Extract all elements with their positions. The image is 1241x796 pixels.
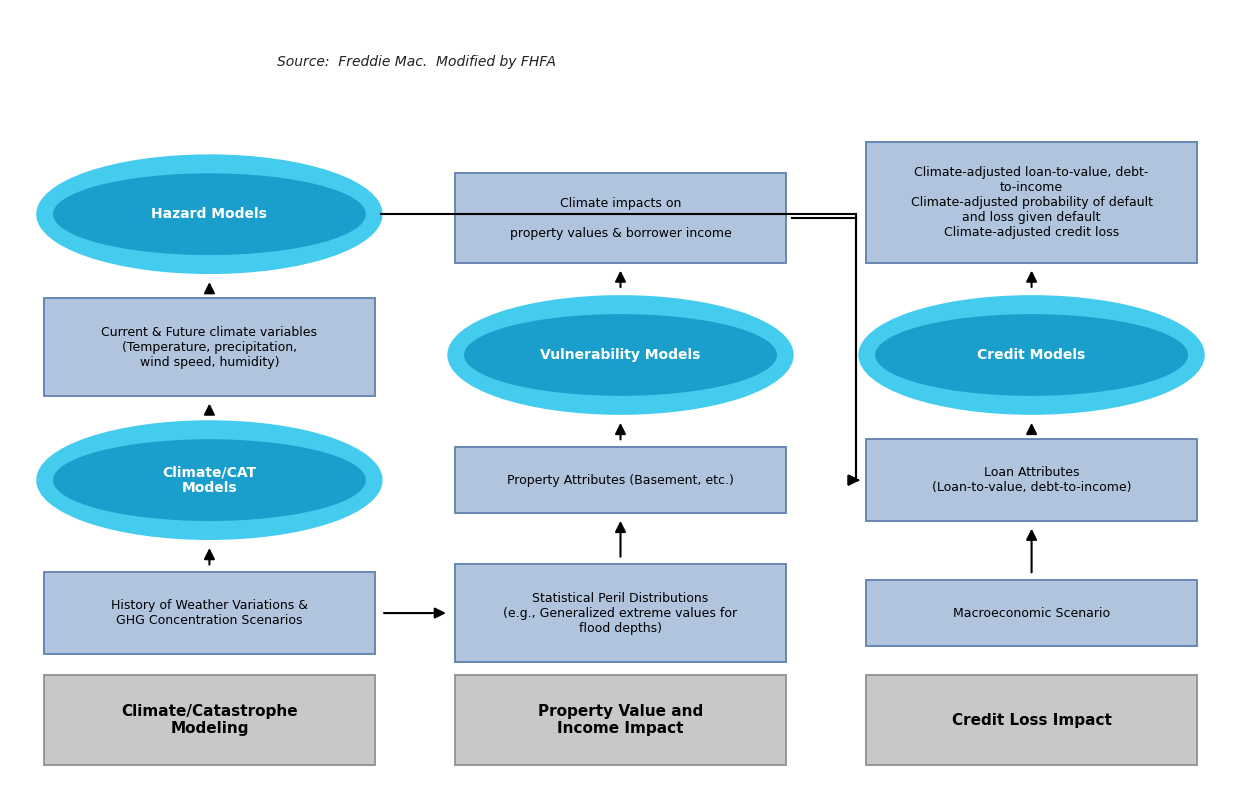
FancyBboxPatch shape [455,564,786,662]
Ellipse shape [464,314,777,396]
Text: Source:  Freddie Mac.  Modified by FHFA: Source: Freddie Mac. Modified by FHFA [277,55,556,68]
Ellipse shape [449,297,792,413]
Text: Credit Loss Impact: Credit Loss Impact [952,712,1112,728]
FancyBboxPatch shape [455,174,786,263]
FancyBboxPatch shape [43,298,375,396]
FancyBboxPatch shape [455,447,786,513]
FancyBboxPatch shape [43,675,375,765]
Text: Climate impacts on

property values & borrower income: Climate impacts on property values & bor… [510,197,731,240]
Text: Macroeconomic Scenario: Macroeconomic Scenario [953,607,1111,619]
FancyBboxPatch shape [866,675,1198,765]
FancyBboxPatch shape [866,579,1198,646]
Text: Climate/CAT
Models: Climate/CAT Models [163,465,257,495]
Text: Property Value and
Income Impact: Property Value and Income Impact [537,704,704,736]
Text: Credit Models: Credit Models [978,348,1086,362]
FancyBboxPatch shape [43,572,375,654]
Text: Climate/Catastrophe
Modeling: Climate/Catastrophe Modeling [122,704,298,736]
Ellipse shape [53,174,366,255]
Text: History of Weather Variations &
GHG Concentration Scenarios: History of Weather Variations & GHG Conc… [110,599,308,627]
Text: Statistical Peril Distributions
(e.g., Generalized extreme values for
flood dept: Statistical Peril Distributions (e.g., G… [504,591,737,634]
Text: Hazard Models: Hazard Models [151,207,267,221]
Text: Property Attributes (Basement, etc.): Property Attributes (Basement, etc.) [508,474,733,486]
Text: Climate-adjusted loan-to-value, debt-
to-income
Climate-adjusted probability of : Climate-adjusted loan-to-value, debt- to… [911,166,1153,239]
Ellipse shape [37,422,381,539]
Ellipse shape [875,314,1188,396]
FancyBboxPatch shape [455,675,786,765]
Text: Current & Future climate variables
(Temperature, precipitation,
wind speed, humi: Current & Future climate variables (Temp… [102,326,318,369]
Ellipse shape [53,439,366,521]
Text: Vulnerability Models: Vulnerability Models [540,348,701,362]
Ellipse shape [860,297,1204,413]
Ellipse shape [37,156,381,273]
FancyBboxPatch shape [866,142,1198,263]
Text: Loan Attributes
(Loan-to-value, debt-to-income): Loan Attributes (Loan-to-value, debt-to-… [932,466,1132,494]
FancyBboxPatch shape [866,439,1198,521]
